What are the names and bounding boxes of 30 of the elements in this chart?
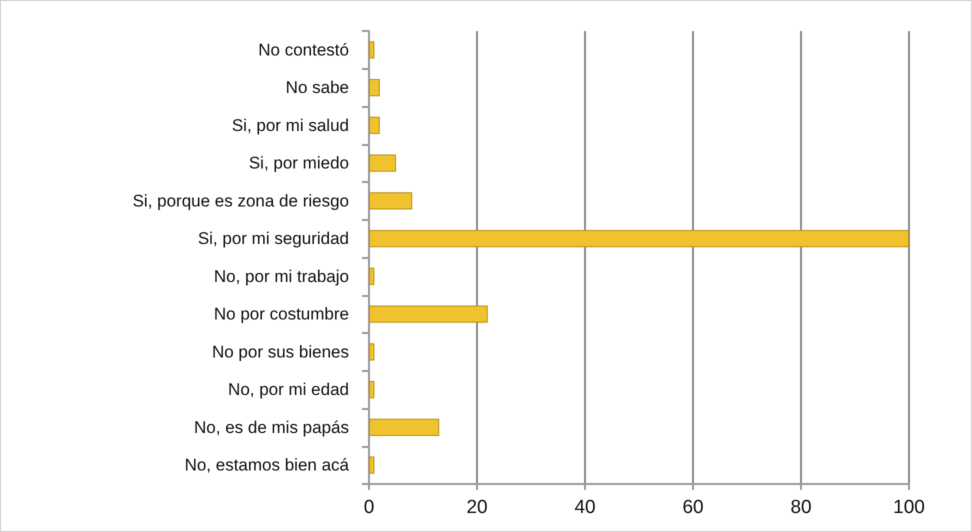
bar	[369, 380, 374, 398]
bar	[369, 418, 440, 436]
y-tick-label: No, por mi trabajo	[214, 266, 349, 286]
y-tick-label: No, es de mis papás	[194, 418, 349, 437]
y-tick-label: No, estamos bien acá	[184, 456, 350, 475]
bar	[369, 192, 412, 210]
bar	[369, 154, 396, 172]
x-tick-label: 100	[893, 497, 925, 518]
bar	[369, 41, 374, 59]
x-tick-label: 60	[682, 497, 704, 518]
y-tick-label: Si, por mi salud	[232, 116, 349, 135]
y-tick-label: No por costumbre	[214, 304, 349, 324]
y-tick-label: No por sus bienes	[212, 342, 349, 362]
bar	[369, 230, 909, 248]
x-tick-label: 40	[574, 497, 596, 518]
bar	[369, 343, 374, 361]
y-tick-label: No, por mi edad	[228, 380, 349, 400]
bar	[369, 305, 488, 323]
y-tick-label: Si, porque es zona de riesgo	[132, 191, 349, 210]
y-tick-label: No contestó	[258, 40, 349, 60]
x-tick-label: 80	[790, 497, 812, 518]
bar	[369, 268, 374, 286]
bar	[369, 78, 380, 96]
bar	[369, 116, 380, 134]
x-tick-label: 20	[466, 497, 488, 518]
y-tick-label: No sabe	[286, 78, 349, 98]
y-tick-label: Si, por miedo	[248, 154, 349, 173]
y-tick-label: Si, por mi seguridad	[198, 229, 349, 248]
x-tick-label: 0	[364, 497, 374, 518]
bar	[369, 456, 374, 474]
